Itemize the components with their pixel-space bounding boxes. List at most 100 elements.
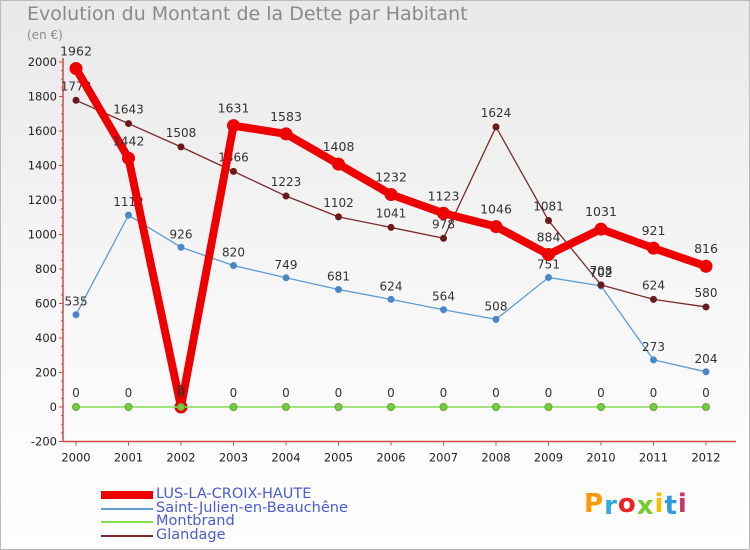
data-point — [177, 403, 185, 411]
legend-label: Montbrand — [156, 513, 235, 529]
data-label: 508 — [485, 299, 508, 313]
x-tick-label: 2011 — [639, 451, 668, 465]
data-point — [492, 123, 500, 131]
data-point — [335, 286, 342, 294]
x-tick-label: 2000 — [61, 451, 90, 465]
data-label: 749 — [275, 258, 298, 272]
y-tick-label: 600 — [35, 297, 57, 311]
data-point — [229, 403, 238, 411]
data-label: 0 — [492, 386, 500, 400]
data-label: 0 — [597, 386, 605, 400]
data-point — [597, 403, 605, 411]
data-point — [177, 143, 185, 151]
data-point — [279, 127, 293, 141]
data-point — [72, 403, 80, 411]
data-point — [282, 192, 290, 200]
data-label: 0 — [440, 386, 448, 400]
x-tick-label: 2007 — [429, 451, 458, 465]
data-point — [542, 248, 555, 262]
data-label: 1643 — [113, 103, 144, 117]
data-point — [649, 403, 658, 411]
data-point — [492, 403, 500, 411]
data-label: 1408 — [323, 139, 355, 154]
data-label: 564 — [432, 290, 455, 304]
data-label: 1031 — [585, 204, 617, 219]
data-point — [227, 119, 240, 133]
data-label: 624 — [380, 279, 403, 293]
data-point — [122, 151, 135, 165]
data-point — [702, 303, 710, 311]
data-label: 681 — [327, 270, 350, 284]
data-label: 1624 — [481, 106, 512, 120]
data-point — [439, 403, 448, 411]
data-point — [282, 403, 290, 411]
data-label: 0 — [650, 386, 658, 400]
logo-letter: r — [604, 491, 618, 521]
data-point — [177, 243, 185, 251]
legend-swatch — [101, 534, 153, 537]
data-point — [702, 403, 710, 411]
data-label: 1442 — [113, 133, 145, 148]
legend-label: LUS-LA-CROIX-HAUTE — [156, 486, 312, 502]
data-label: 926 — [170, 227, 193, 241]
data-point — [594, 222, 608, 236]
data-label: 1041 — [376, 206, 407, 220]
data-point — [125, 120, 132, 128]
x-tick-label: 2003 — [219, 451, 248, 465]
data-point — [387, 223, 395, 231]
data-point — [282, 274, 290, 282]
data-label: 273 — [642, 340, 665, 354]
data-point — [387, 403, 395, 411]
legend-swatch — [101, 507, 153, 510]
data-point — [440, 306, 447, 314]
logo-letter: i — [654, 489, 665, 519]
data-label: 0 — [177, 386, 185, 400]
data-label: 204 — [695, 352, 718, 366]
legend-swatch — [101, 521, 153, 523]
data-label: 702 — [590, 266, 613, 280]
y-tick-label: 200 — [35, 366, 57, 380]
data-label: 0 — [702, 386, 710, 400]
data-label: 1508 — [166, 126, 197, 140]
data-label: 751 — [537, 257, 560, 271]
y-tick-label: 400 — [35, 331, 57, 345]
data-label: 1583 — [270, 109, 302, 124]
x-tick-label: 2008 — [481, 451, 510, 465]
data-point — [332, 157, 345, 171]
data-point — [72, 96, 80, 104]
data-label: 708 — [590, 264, 613, 278]
data-label: 0 — [335, 386, 343, 400]
logo-letter: i — [677, 489, 688, 519]
data-point — [545, 217, 552, 225]
x-tick-label: 2004 — [271, 451, 300, 465]
y-tick-label: -200 — [31, 435, 57, 449]
data-point — [387, 295, 395, 303]
data-label: 1962 — [60, 44, 92, 59]
data-point — [125, 211, 132, 219]
data-label: 0 — [282, 386, 290, 400]
data-label: 0 — [177, 382, 185, 397]
data-point — [437, 206, 450, 220]
data-point — [440, 234, 447, 242]
data-point — [334, 403, 343, 411]
legend-swatch — [101, 491, 153, 499]
x-tick-label: 2006 — [376, 451, 405, 465]
series-montbrand: 0 0 0 0 0 0 0 0 0 0 0 0 0 — [72, 386, 710, 411]
x-tick-label: 2002 — [166, 451, 195, 465]
logo-letter: t — [664, 491, 678, 521]
y-tick-label: 1600 — [28, 124, 57, 138]
legend-label: Glandage — [156, 526, 226, 543]
data-label: 1631 — [218, 101, 250, 116]
logo-letter: P — [584, 489, 605, 519]
series-lus-la-croix-haute: 1962 1442 0 1631 1583 1408 1232 1123 1046 884 1031… — [60, 44, 718, 414]
data-label: 1223 — [271, 175, 302, 189]
data-label: 535 — [65, 295, 88, 309]
data-label: 1123 — [428, 188, 460, 203]
data-point — [544, 403, 553, 411]
y-axis-unit: (en €) — [27, 28, 63, 42]
data-label: 978 — [432, 217, 455, 231]
x-tick-label: 2005 — [324, 451, 353, 465]
proxiti-logo: Proxiti — [584, 489, 688, 521]
